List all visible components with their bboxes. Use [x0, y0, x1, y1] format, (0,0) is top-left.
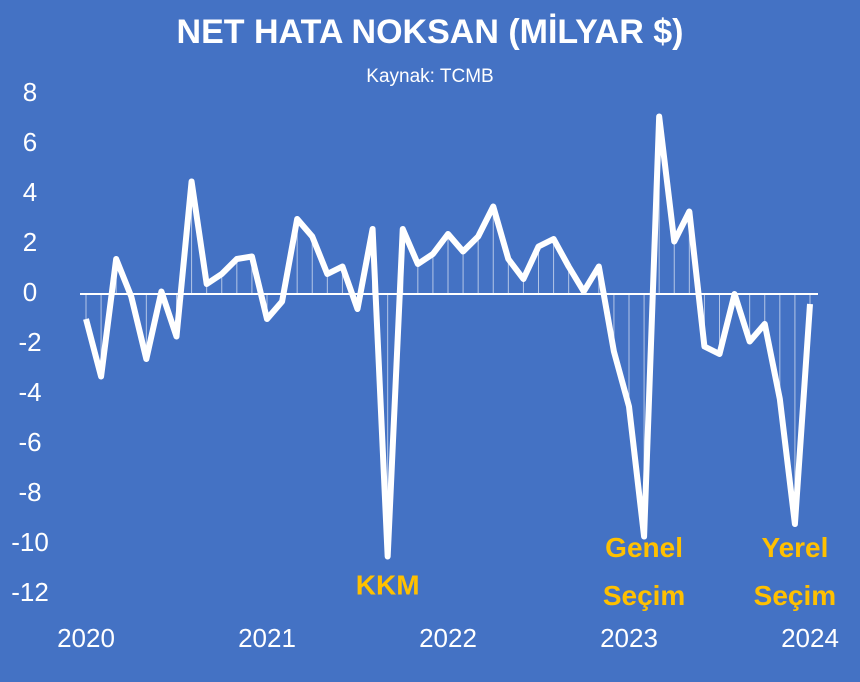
y-tick-label: 4 [23, 177, 37, 207]
series-line [83, 113, 813, 560]
y-tick-label: -4 [18, 377, 41, 407]
annotation: Yerel Seçim [754, 532, 837, 611]
x-tick-label: 2021 [238, 623, 296, 653]
chart-subtitle: Kaynak: TCMB [366, 66, 493, 87]
x-tick-label: 2023 [600, 623, 658, 653]
annotation: Genel Seçim [603, 532, 686, 611]
x-tick-label: 2020 [57, 623, 115, 653]
annotation: KKM [356, 569, 420, 600]
y-tick-label: -8 [18, 477, 41, 507]
y-tick-label: -6 [18, 427, 41, 457]
chart-title: NET HATA NOKSAN (MİLYAR $) [177, 13, 684, 51]
y-tick-label: -10 [11, 527, 49, 557]
x-tick-label: 2022 [419, 623, 477, 653]
y-tick-label: 6 [23, 127, 37, 157]
y-tick-label: -12 [11, 577, 49, 607]
y-tick-label: 8 [23, 77, 37, 107]
y-tick-label: 2 [23, 227, 37, 257]
y-tick-label: -2 [18, 327, 41, 357]
y-tick-label: 0 [23, 277, 37, 307]
x-tick-label: 2024 [781, 623, 839, 653]
